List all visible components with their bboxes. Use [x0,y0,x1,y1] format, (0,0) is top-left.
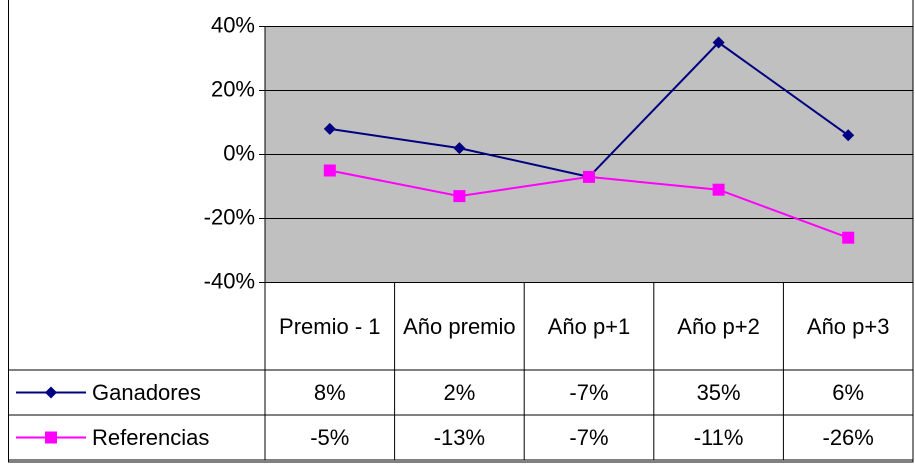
y-tick-label: 40% [211,12,255,37]
y-tick-label: 20% [211,76,255,101]
legend-label: Ganadores [92,380,201,405]
y-tick-label: -40% [204,268,255,293]
marker [323,122,336,135]
marker [842,129,855,142]
y-tick-label: -20% [204,204,255,229]
table-value: 2% [443,380,476,405]
table-value: 6% [832,380,865,405]
table-value: -26% [822,425,874,450]
category-label: Premio - 1 [279,313,381,339]
marker [45,386,57,399]
marker [45,431,57,444]
category-label: Año premio [403,313,516,339]
category-label: Año p+1 [547,313,631,339]
legend-label: Referencias [92,425,210,450]
y-tick-label: 0% [223,140,255,165]
marker [453,190,466,203]
table-value: -7% [569,380,609,405]
table-value: 35% [696,380,741,405]
table-value: -7% [569,425,609,450]
category-label: Año p+3 [806,313,890,339]
marker [842,231,855,244]
marker [712,183,725,196]
table-value: -5% [310,425,350,450]
table-value: -11% [693,425,744,450]
table-value: -13% [433,425,486,450]
marker [453,142,466,155]
marker [712,36,725,49]
category-label: Año p+2 [677,313,760,339]
marker [323,164,336,177]
marker [583,170,595,183]
table-value: 8% [313,380,346,405]
